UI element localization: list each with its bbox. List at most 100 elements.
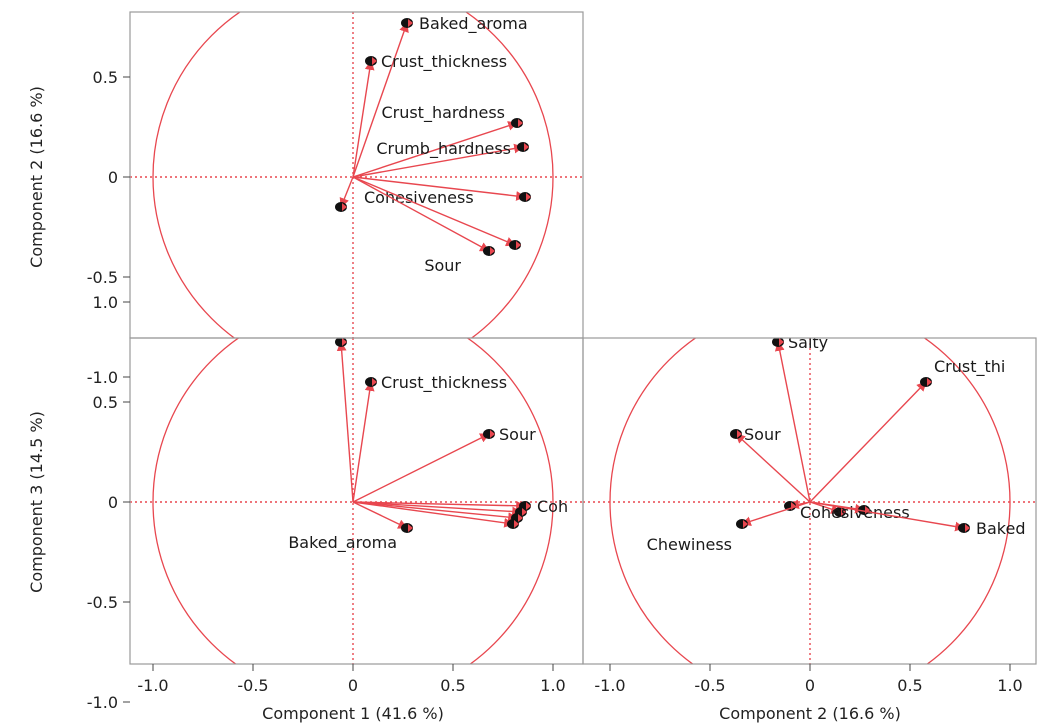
loading-point[interactable] bbox=[511, 118, 523, 128]
variable-label: Coh bbox=[537, 497, 568, 516]
variable-label: Baked_aroma bbox=[288, 533, 397, 553]
arrow-tip bbox=[522, 508, 527, 516]
arrow-tip bbox=[737, 430, 742, 438]
variable-label: Sour bbox=[424, 256, 461, 275]
y-tick-label: -1.0 bbox=[87, 368, 118, 387]
variable-label: Chewiness bbox=[647, 535, 732, 554]
x-tick-label: -1.0 bbox=[137, 676, 168, 695]
panel-frame bbox=[129, 11, 584, 339]
arrow-tip bbox=[518, 119, 523, 127]
loading-point[interactable] bbox=[483, 429, 495, 439]
y-tick-label: -0.5 bbox=[87, 593, 118, 612]
x-tick-label: 1.0 bbox=[540, 676, 565, 695]
loading-vector bbox=[336, 341, 354, 503]
loading-vector bbox=[352, 500, 526, 511]
loading-vector bbox=[352, 176, 490, 252]
loading-point[interactable] bbox=[365, 377, 377, 387]
arrow-tip bbox=[927, 378, 932, 386]
x-axis-label-component-1: Component 1 (41.6 %) bbox=[262, 704, 444, 723]
arrow-tip bbox=[342, 338, 347, 346]
arrow-tip bbox=[490, 430, 495, 438]
loading-vector bbox=[352, 60, 375, 178]
loading-panel-3: Salty Crust_thi Sour Cohesiveness Baked Chewi… bbox=[583, 333, 1036, 664]
x-tick-label: -1.0 bbox=[594, 676, 625, 695]
x-tick-label: 0.5 bbox=[440, 676, 465, 695]
arrow-tip bbox=[524, 143, 529, 151]
loading-vector bbox=[352, 176, 516, 247]
loading-vector bbox=[774, 341, 811, 503]
x-tick-label: 0 bbox=[805, 676, 815, 695]
variable-label: Salty bbox=[293, 320, 333, 339]
arrow-tip bbox=[516, 241, 521, 249]
loading-point[interactable] bbox=[507, 519, 519, 529]
loading-point[interactable] bbox=[335, 202, 347, 212]
loading-vector bbox=[352, 176, 526, 201]
loading-vector bbox=[352, 381, 375, 503]
loading-point[interactable] bbox=[834, 507, 846, 517]
loading-point[interactable] bbox=[784, 501, 796, 511]
loading-point[interactable] bbox=[401, 523, 413, 533]
arrow-tip bbox=[779, 338, 784, 346]
loading-point[interactable] bbox=[736, 519, 748, 529]
variable-label: Crust_hardness bbox=[381, 103, 505, 123]
x-axis-label-component-2: Component 2 (16.6 %) bbox=[719, 704, 901, 723]
loading-point[interactable] bbox=[401, 18, 413, 28]
variable-label: Sour bbox=[499, 425, 536, 444]
x-tick-label: 0.5 bbox=[897, 676, 922, 695]
arrow-tip bbox=[490, 247, 495, 255]
loading-point[interactable] bbox=[519, 192, 531, 202]
loading-point[interactable] bbox=[958, 523, 970, 533]
arrow-tip bbox=[342, 203, 347, 211]
x-tick-label: -0.5 bbox=[694, 676, 725, 695]
loading-point[interactable] bbox=[483, 246, 495, 256]
arrow-tip bbox=[514, 520, 519, 528]
arrow-tip bbox=[965, 524, 970, 532]
arrow-tip bbox=[841, 508, 846, 516]
loading-vector bbox=[352, 121, 518, 178]
y-tick-label: 0 bbox=[108, 493, 118, 512]
variable-label: Cohesiveness bbox=[800, 503, 910, 522]
loading-point[interactable] bbox=[920, 377, 932, 387]
arrow-tip bbox=[518, 514, 523, 522]
variable-label: Crumb_hardness bbox=[376, 139, 511, 159]
loading-vector bbox=[809, 501, 965, 532]
variable-label: Salty bbox=[788, 333, 828, 352]
loading-point[interactable] bbox=[858, 505, 870, 515]
x-tick-label: 1.0 bbox=[997, 676, 1022, 695]
variable-label: Crust_thickness bbox=[381, 373, 507, 393]
arrow-tip bbox=[526, 193, 531, 201]
y-tick-label: 0 bbox=[108, 168, 118, 187]
loading-vector bbox=[352, 22, 409, 178]
y-tick-label: 0.5 bbox=[93, 68, 118, 87]
loading-vector bbox=[339, 176, 354, 208]
unit-circle bbox=[152, 338, 554, 664]
arrow-tip bbox=[743, 520, 748, 528]
variable-label: Crust_thi bbox=[934, 357, 1005, 377]
loading-vector bbox=[809, 381, 927, 503]
loading-vector bbox=[741, 501, 811, 526]
x-tick-label: 0 bbox=[348, 676, 358, 695]
loading-panel-2: Salty Crust_thickness Sour Coh Baked_aroma bbox=[130, 320, 583, 664]
loading-vector bbox=[352, 501, 518, 523]
y-tick-label: 1.0 bbox=[93, 293, 118, 312]
arrow-tip bbox=[408, 19, 413, 27]
arrow-tip bbox=[372, 378, 377, 386]
unit-circle bbox=[152, 12, 554, 338]
y-tick-label: -0.5 bbox=[87, 268, 118, 287]
y-tick-label: -1.0 bbox=[87, 693, 118, 712]
arrow-tip bbox=[408, 524, 413, 532]
variable-label: Baked bbox=[976, 519, 1025, 538]
loading-vector bbox=[352, 433, 490, 503]
loading-vector bbox=[352, 501, 408, 529]
loading-point[interactable] bbox=[517, 142, 529, 152]
loading-panel-1: Baked_aroma Crust_thickness Crust_hardness… bbox=[130, 12, 583, 338]
loading-point[interactable] bbox=[730, 429, 742, 439]
loading-vector bbox=[735, 433, 811, 503]
arrow-tip bbox=[526, 502, 531, 510]
loading-vector bbox=[352, 143, 524, 178]
loading-point[interactable] bbox=[365, 56, 377, 66]
variable-label: Baked_aroma bbox=[419, 14, 528, 34]
y-axis-label-component-3: Component 3 (14.5 %) bbox=[27, 411, 46, 593]
loading-point[interactable] bbox=[509, 240, 521, 250]
